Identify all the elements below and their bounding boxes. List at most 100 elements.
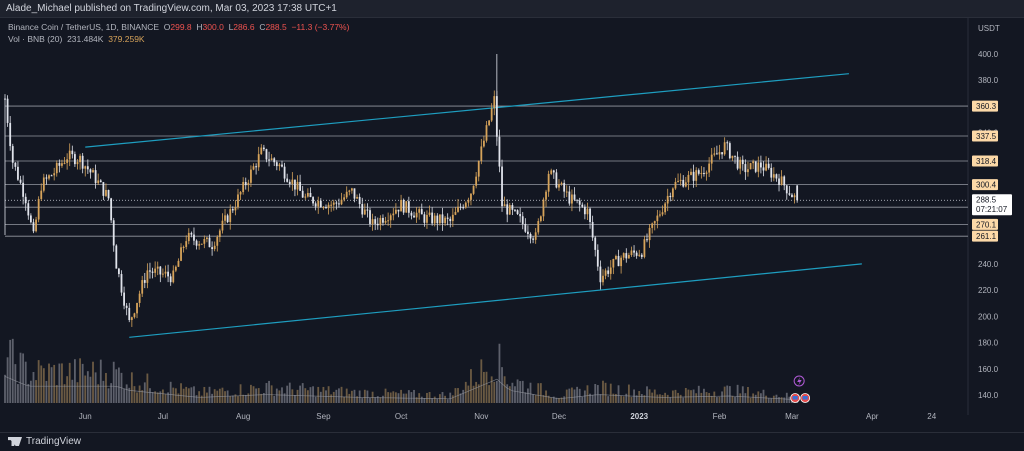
candle-body	[250, 169, 252, 183]
volume-bar	[625, 393, 628, 403]
volume-bar	[524, 392, 527, 403]
candle-body	[6, 98, 9, 123]
volume-bar	[788, 396, 791, 403]
candle-body	[630, 250, 633, 255]
volume-bar	[275, 388, 278, 403]
candle-body	[343, 197, 346, 200]
volume-bar	[110, 383, 113, 403]
candle-body	[454, 211, 457, 215]
volume-bar	[718, 396, 721, 403]
volume-bar	[159, 391, 162, 403]
volume-bar	[467, 385, 470, 403]
candle-body	[389, 215, 392, 221]
volume-bar	[81, 363, 84, 403]
volume-bar	[123, 388, 125, 403]
candle-body	[275, 162, 278, 167]
volume-bar	[441, 392, 444, 403]
volume-bar	[410, 392, 413, 403]
candle-body	[550, 170, 553, 174]
candle-body	[17, 166, 19, 180]
candle-body	[426, 214, 428, 223]
volume-bar	[617, 385, 620, 403]
volume-bar	[369, 397, 371, 403]
volume-bar	[656, 394, 659, 403]
symbol-legend: Binance Coin / TetherUS, 1D, BINANCE O29…	[8, 22, 349, 32]
candle-body	[79, 155, 81, 163]
candle-body	[718, 152, 721, 155]
candle-body	[35, 219, 37, 232]
candle-body	[306, 192, 309, 197]
candle-body	[687, 174, 690, 183]
candle-body	[252, 166, 255, 170]
volume-bar	[783, 397, 786, 403]
candle-body	[299, 181, 302, 191]
volume-bar	[684, 387, 687, 403]
volume-bar	[27, 383, 30, 403]
volume-bar	[529, 382, 532, 403]
volume-bar	[250, 384, 252, 403]
candle-body	[620, 257, 623, 267]
candle-body	[314, 203, 317, 207]
candle-body	[770, 167, 773, 178]
volume-bar	[762, 389, 765, 403]
candle-body	[99, 180, 102, 183]
current-price-tag	[972, 194, 1012, 216]
volume-bar	[715, 397, 718, 403]
candle-body	[123, 292, 125, 306]
candle-body	[734, 155, 736, 157]
candle-body	[529, 233, 532, 239]
candle-body	[107, 189, 110, 199]
candle-body	[94, 170, 97, 184]
volume-bar	[472, 385, 475, 403]
candle-body	[560, 182, 563, 185]
candle-body	[433, 215, 436, 224]
symbol-name: Binance Coin / TetherUS, 1D, BINANCE	[8, 22, 160, 32]
candle-body	[136, 302, 138, 314]
volume-bar	[358, 390, 361, 403]
volume-bar	[291, 389, 294, 403]
volume-bar	[697, 385, 700, 403]
candle-body	[203, 239, 206, 244]
candle-body	[317, 200, 320, 207]
candle-body	[133, 313, 136, 318]
volume-bar	[728, 386, 731, 403]
tradingview-logo-icon	[8, 437, 22, 446]
candle-body	[45, 177, 48, 179]
candle-body	[661, 212, 664, 215]
candle-body	[397, 209, 400, 212]
volume-bar	[73, 359, 76, 403]
price-chart[interactable]: USDT400.0380.0360.0340.0320.0300.0280.02…	[0, 17, 1024, 432]
volume-bar	[156, 392, 159, 403]
volume-bar	[40, 365, 43, 403]
candle-body	[791, 194, 793, 198]
candle-body	[640, 254, 643, 257]
volume-bar	[294, 395, 296, 403]
candle-body	[643, 239, 646, 257]
candle-body	[459, 206, 462, 208]
volume-bar	[265, 383, 268, 403]
volume-bar	[162, 389, 164, 403]
candle-body	[438, 214, 441, 224]
candle-body	[37, 199, 40, 220]
volume-bar	[288, 382, 291, 403]
volume-bar	[270, 385, 273, 403]
x-tick-label: 2023	[630, 412, 648, 421]
candle-body	[156, 266, 159, 269]
volume-bar	[128, 387, 131, 403]
x-tick-label: Apr	[866, 412, 879, 421]
volume-bar	[635, 395, 638, 403]
candle-body	[423, 214, 426, 223]
volume-bar	[431, 398, 434, 403]
volume-bar	[376, 396, 379, 403]
volume-bar	[206, 392, 208, 403]
candle-body	[705, 172, 708, 174]
candle-body	[545, 191, 547, 200]
level-price-label: 270.1	[976, 220, 997, 229]
volume-bar	[778, 397, 780, 403]
y-tick-label: 200.0	[978, 312, 999, 321]
candle-body	[221, 220, 224, 231]
candle-body	[519, 214, 522, 217]
volume-bar	[739, 393, 742, 403]
volume-bar	[66, 376, 69, 403]
volume-bar	[542, 395, 545, 403]
